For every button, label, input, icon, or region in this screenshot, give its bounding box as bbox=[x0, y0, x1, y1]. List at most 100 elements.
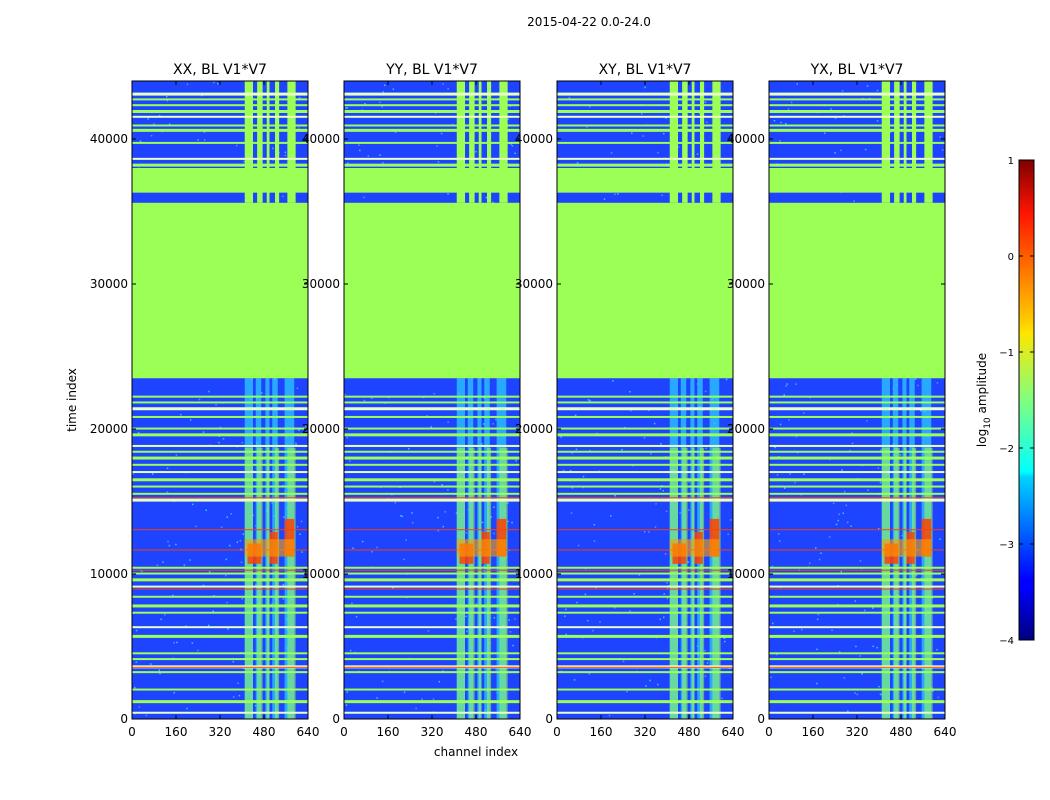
flagged-block bbox=[132, 202, 308, 379]
noise-speckle bbox=[872, 607, 874, 609]
y-tick-label: 10000 bbox=[727, 567, 765, 581]
flagged-row bbox=[557, 450, 733, 453]
colorbar-tick-label: −4 bbox=[999, 636, 1014, 647]
noise-speckle bbox=[794, 481, 796, 484]
noise-speckle bbox=[150, 663, 152, 665]
noise-speckle bbox=[509, 105, 512, 107]
noise-speckle bbox=[427, 630, 430, 632]
noise-speckle bbox=[232, 661, 234, 663]
noise-speckle bbox=[565, 608, 567, 611]
noise-speckle bbox=[705, 447, 707, 450]
flagged-row bbox=[344, 427, 520, 430]
flagged-row bbox=[344, 498, 520, 502]
flagged-row bbox=[132, 478, 308, 482]
noise-speckle bbox=[575, 448, 578, 451]
noise-speckle bbox=[208, 624, 210, 627]
noise-speckle bbox=[571, 487, 574, 489]
flagged-row bbox=[344, 92, 520, 96]
flagged-row bbox=[132, 604, 308, 608]
flagged-row bbox=[769, 407, 945, 411]
flagged-row bbox=[344, 604, 520, 608]
flagged-row bbox=[344, 688, 520, 691]
noise-speckle bbox=[841, 90, 844, 92]
flagged-row bbox=[344, 566, 520, 569]
flagged-row bbox=[132, 671, 308, 674]
noise-speckle bbox=[392, 88, 395, 90]
noise-speckle bbox=[779, 140, 781, 142]
noise-speckle bbox=[730, 519, 732, 521]
noise-speckle bbox=[788, 419, 790, 421]
flagged-row bbox=[557, 395, 733, 398]
flagged-row bbox=[344, 104, 520, 107]
noise-speckle bbox=[850, 525, 852, 527]
flagged-row bbox=[132, 578, 308, 582]
noise-speckle bbox=[704, 675, 707, 677]
noise-speckle bbox=[166, 491, 169, 493]
noise-speckle bbox=[889, 131, 892, 133]
noise-speckle bbox=[437, 161, 440, 163]
flagged-row bbox=[132, 110, 308, 113]
noise-speckle bbox=[432, 698, 435, 700]
noise-speckle bbox=[158, 669, 160, 672]
flagged-block bbox=[344, 202, 520, 379]
noise-speckle bbox=[837, 519, 839, 522]
noise-speckle bbox=[564, 615, 566, 617]
noise-speckle bbox=[433, 392, 435, 395]
noise-speckle bbox=[227, 628, 229, 630]
flagged-row bbox=[132, 585, 308, 588]
noise-speckle bbox=[197, 649, 199, 652]
noise-speckle bbox=[358, 144, 360, 146]
y-tick-label: 0 bbox=[545, 712, 553, 726]
noise-speckle bbox=[399, 515, 402, 517]
noise-speckle bbox=[150, 135, 153, 137]
noise-speckle bbox=[666, 597, 669, 600]
flagged-row bbox=[132, 492, 308, 495]
flagged-row bbox=[344, 456, 520, 460]
noise-speckle bbox=[238, 694, 241, 697]
noise-speckle bbox=[175, 543, 177, 546]
x-tick-label: 480 bbox=[678, 725, 701, 739]
noise-speckle bbox=[241, 598, 243, 600]
noise-speckle bbox=[589, 106, 591, 108]
noise-speckle bbox=[384, 84, 386, 86]
noise-speckle bbox=[855, 645, 857, 648]
noise-speckle bbox=[465, 615, 467, 618]
channel-stripe bbox=[257, 447, 263, 719]
flagged-row bbox=[557, 401, 733, 404]
noise-speckle bbox=[698, 112, 701, 115]
panel-title: YY, BL V1*V7 bbox=[385, 62, 478, 78]
noise-speckle bbox=[859, 560, 862, 562]
noise-speckle bbox=[282, 598, 285, 600]
heatmap-panel: XX, BL V1*V7 0 160 320 480 640 0 10000 20000 3000… bbox=[90, 62, 320, 739]
noise-speckle bbox=[411, 512, 413, 514]
noise-speckle bbox=[205, 509, 207, 511]
noise-speckle bbox=[577, 544, 580, 547]
noise-speckle bbox=[379, 101, 381, 104]
flagged-row bbox=[344, 124, 520, 127]
y-tick-label: 10000 bbox=[515, 567, 553, 581]
noise-speckle bbox=[854, 600, 857, 602]
rfi-hotspot bbox=[709, 518, 720, 557]
x-tick-label: 160 bbox=[377, 725, 400, 739]
rfi-row bbox=[132, 549, 308, 551]
noise-speckle bbox=[282, 516, 285, 518]
noise-speckle bbox=[876, 89, 879, 92]
flagged-row bbox=[557, 104, 733, 107]
noise-speckle bbox=[509, 631, 512, 633]
noise-speckle bbox=[830, 108, 832, 110]
noise-speckle bbox=[361, 540, 364, 543]
noise-speckle bbox=[587, 399, 590, 401]
noise-speckle bbox=[783, 394, 785, 396]
noise-speckle bbox=[186, 83, 189, 86]
flagged-row bbox=[132, 572, 308, 575]
noise-speckle bbox=[662, 489, 664, 492]
noise-speckle bbox=[879, 693, 882, 695]
noise-speckle bbox=[482, 570, 485, 572]
channel-stripe bbox=[691, 447, 695, 719]
noise-speckle bbox=[392, 587, 394, 589]
noise-speckle bbox=[411, 522, 414, 524]
noise-speckle bbox=[394, 131, 397, 134]
noise-speckle bbox=[203, 131, 206, 133]
noise-speckle bbox=[642, 135, 644, 137]
